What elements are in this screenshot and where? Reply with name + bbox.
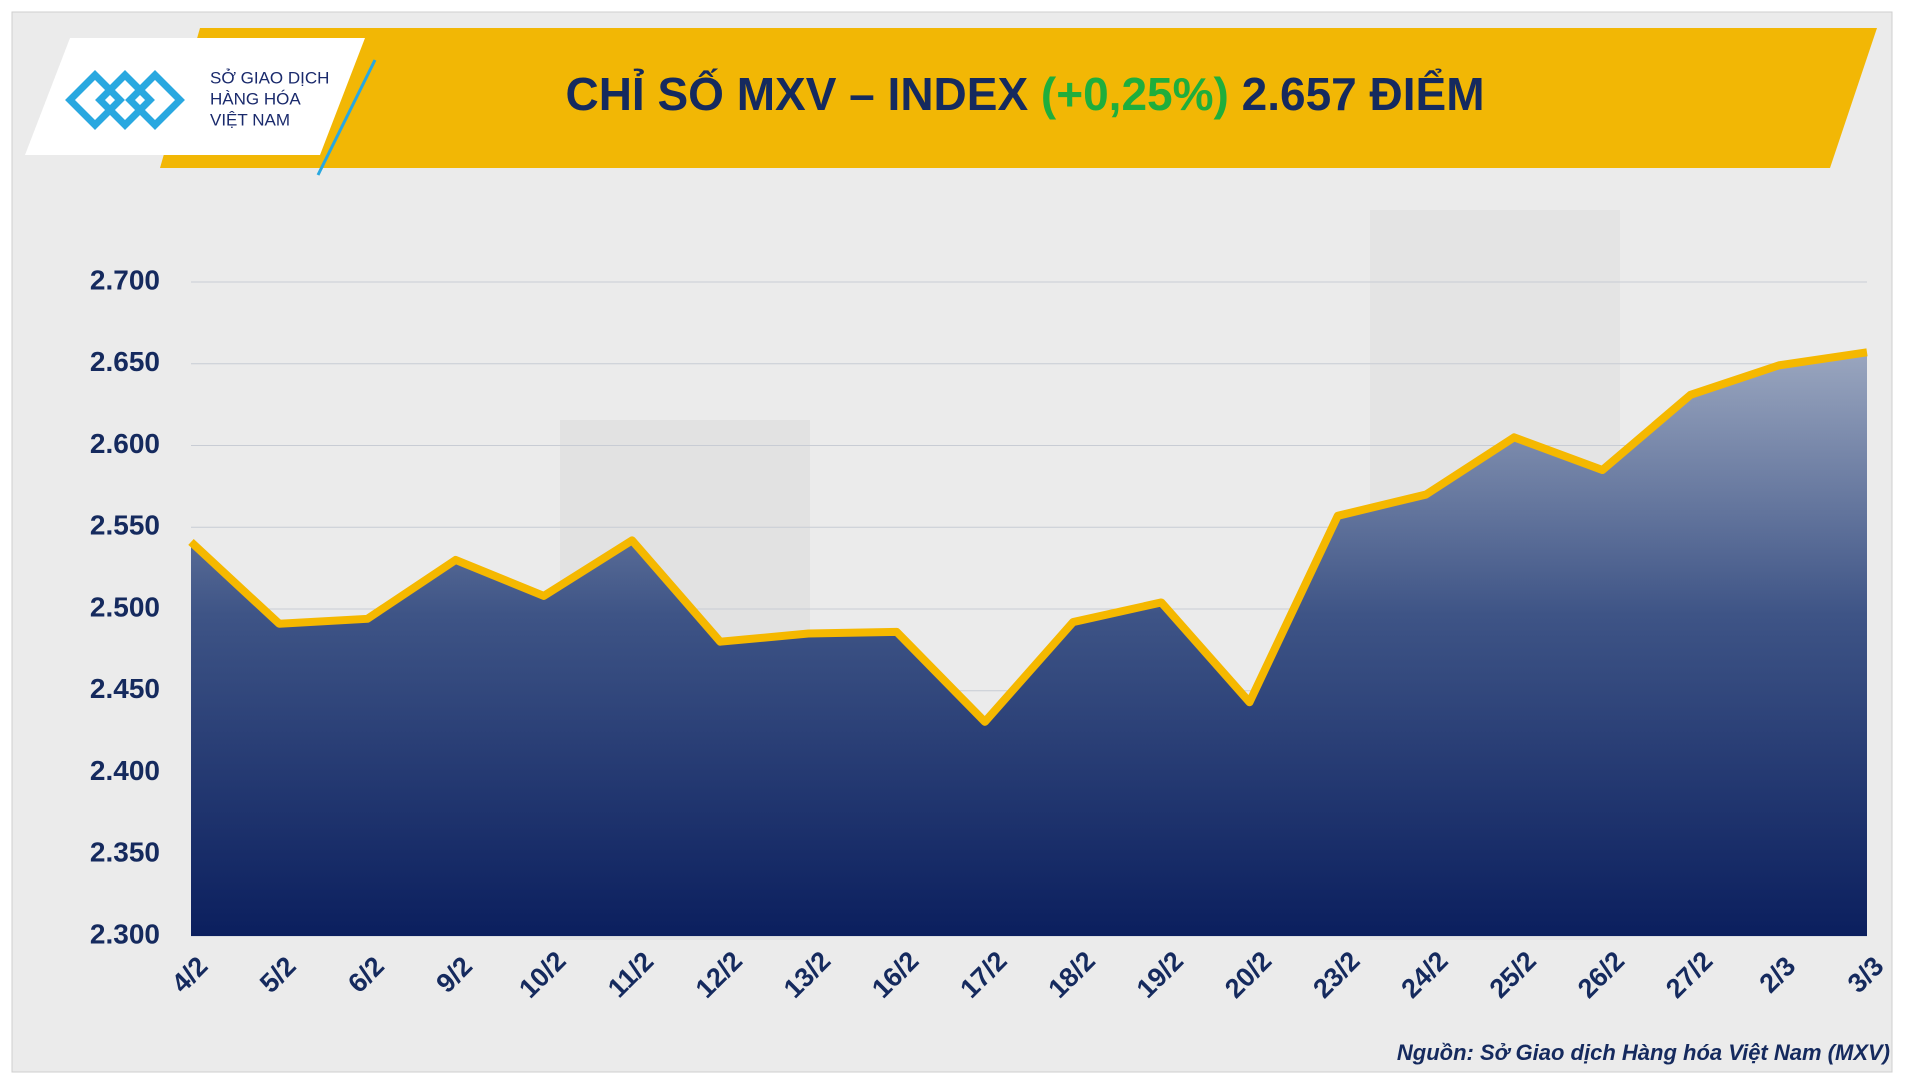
y-tick-label: 2.550 (90, 510, 160, 541)
chart-title: CHỈ SỐ MXV – INDEX (+0,25%) 2.657 ĐIỂM (565, 68, 1484, 120)
title-banner (160, 28, 1877, 168)
y-tick-label: 2.700 (90, 264, 160, 295)
logo-text: SỞ GIAO DỊCH (210, 68, 329, 87)
title-change: (+0,25%) (1041, 68, 1229, 120)
logo-mark (65, 70, 185, 130)
y-tick-label: 2.650 (90, 346, 160, 377)
y-tick-label: 2.400 (90, 755, 160, 786)
y-tick-label: 2.500 (90, 591, 160, 622)
y-tick-label: 2.600 (90, 428, 160, 459)
y-tick-label: 2.350 (90, 837, 160, 868)
y-tick-label: 2.450 (90, 673, 160, 704)
area (191, 352, 1867, 936)
logo-text: HÀNG HÓA (210, 89, 301, 108)
decor-line (316, 59, 377, 176)
y-tick-label: 2.300 (90, 918, 160, 949)
source: Nguồn: Sở Giao dịch Hàng hóa Việt Nam (M… (1397, 1040, 1890, 1065)
logo-text: VIỆT NAM (210, 110, 290, 129)
line (188, 348, 1868, 726)
logo-box (25, 38, 365, 155)
title-value: 2.657 ĐIỂM (1242, 68, 1485, 120)
title-prefix: CHỈ SỐ MXV – INDEX (565, 68, 1028, 120)
